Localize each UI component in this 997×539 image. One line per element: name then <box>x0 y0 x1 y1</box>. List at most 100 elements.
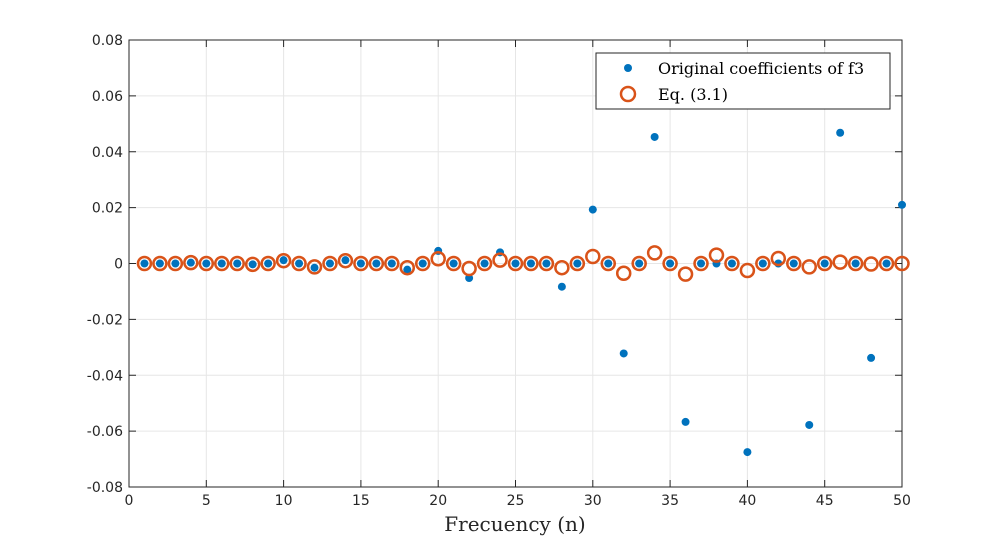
data-point-eq <box>214 255 230 272</box>
x-tick-label: 50 <box>893 493 911 509</box>
data-point-original <box>310 263 319 272</box>
data-point-eq <box>430 251 446 267</box>
legend-box <box>595 52 891 110</box>
data-point-eq <box>677 266 694 282</box>
y-tick-label: -0.02 <box>87 312 123 328</box>
data-point-original <box>418 259 427 268</box>
data-point-original <box>820 259 829 268</box>
data-point-original <box>295 259 304 268</box>
data-point-eq <box>708 247 725 263</box>
data-point-original <box>789 259 798 268</box>
data-point-eq <box>476 255 493 272</box>
data-point-eq <box>275 252 292 269</box>
data-point-original <box>248 260 257 269</box>
y-tick-label: 0.08 <box>92 33 123 49</box>
data-point-original <box>681 417 690 426</box>
data-point-eq <box>136 255 153 272</box>
data-point-eq <box>646 245 663 261</box>
x-tick-label: 20 <box>429 493 447 509</box>
legend: Original coefficients of f3 Eq. (3.1) <box>595 52 891 110</box>
data-point-eq <box>894 255 910 272</box>
legend-marker-eq <box>619 85 637 103</box>
data-point-original <box>403 265 412 274</box>
data-point-original <box>882 259 891 268</box>
data-point-original <box>697 259 706 268</box>
data-point-original <box>171 259 180 268</box>
data-point-original <box>387 259 396 268</box>
data-point-original <box>372 259 381 268</box>
y-tick-label: 0.06 <box>92 89 123 105</box>
data-point-original <box>140 259 149 268</box>
data-point-eq <box>461 260 477 277</box>
data-point-original <box>155 259 164 268</box>
data-point-eq <box>322 255 338 272</box>
data-point-eq <box>260 255 276 272</box>
legend-marker-original <box>624 64 632 72</box>
x-tick-label: 25 <box>507 493 525 509</box>
data-point-eq <box>600 255 617 272</box>
series-eq-3-1 <box>136 245 910 282</box>
data-point-eq <box>183 254 199 271</box>
data-point-eq <box>631 255 647 272</box>
x-tick-label: 10 <box>275 493 293 509</box>
data-point-original <box>666 259 675 268</box>
data-point-original <box>743 448 752 457</box>
data-point-eq <box>770 250 787 267</box>
data-point-original <box>217 259 226 268</box>
data-point-eq <box>786 255 802 272</box>
data-point-eq <box>832 254 848 270</box>
x-tick-label: 5 <box>202 493 211 509</box>
data-point-eq <box>755 255 771 272</box>
legend-label-eq: Eq. (3.1) <box>658 85 728 104</box>
data-point-eq <box>229 255 245 272</box>
data-point-original <box>264 259 273 268</box>
data-point-eq <box>863 256 879 272</box>
y-tick-label: -0.08 <box>87 480 123 496</box>
data-point-original <box>325 259 334 268</box>
data-point-original <box>588 205 597 214</box>
data-point-original <box>604 259 613 268</box>
y-tick-label: 0.02 <box>92 201 123 217</box>
data-point-original <box>805 420 814 429</box>
data-point-original <box>542 259 551 268</box>
x-axis-ticks: 0 5 10 15 20 25 30 35 40 45 50 <box>125 40 911 509</box>
y-tick-label: -0.04 <box>87 368 123 384</box>
data-point-eq <box>167 255 184 272</box>
data-point-eq <box>739 262 756 279</box>
data-point-original <box>341 256 350 265</box>
legend-label-original: Original coefficients of f3 <box>658 59 864 78</box>
data-point-eq <box>384 255 400 272</box>
data-point-eq <box>414 255 431 272</box>
x-tick-label: 30 <box>584 493 602 509</box>
data-point-eq <box>693 255 709 272</box>
legend-label-original-text: Original coefficients of f3 <box>658 59 864 78</box>
data-point-eq <box>492 252 508 268</box>
data-point-eq <box>662 255 678 272</box>
data-point-eq <box>801 259 817 275</box>
data-point-eq <box>523 255 539 272</box>
x-tick-label: 45 <box>816 493 834 509</box>
data-point-eq <box>353 255 369 272</box>
data-point-eq <box>291 255 307 272</box>
data-point-original <box>635 259 644 268</box>
y-axis-ticks: -0.08 -0.06 -0.04 -0.02 0 0.02 0.04 0.06 0.08 <box>87 33 902 496</box>
data-point-original <box>867 353 876 362</box>
x-axis-label: Frecuency (n) <box>444 512 585 536</box>
data-point-eq <box>816 255 833 272</box>
data-point-eq <box>244 256 261 273</box>
x-tick-label: 40 <box>738 493 756 509</box>
data-point-eq <box>569 255 586 272</box>
data-point-original <box>851 259 860 268</box>
data-point-eq <box>878 255 895 272</box>
data-point-eq <box>445 255 462 272</box>
data-point-original <box>836 128 845 137</box>
data-point-original <box>449 259 458 268</box>
data-point-eq <box>847 255 864 272</box>
data-point-original <box>557 282 566 291</box>
data-point-eq <box>554 259 570 276</box>
data-point-original <box>186 258 195 267</box>
y-tick-label: 0 <box>114 257 123 273</box>
data-point-original <box>480 259 489 268</box>
data-point-eq <box>337 252 354 269</box>
